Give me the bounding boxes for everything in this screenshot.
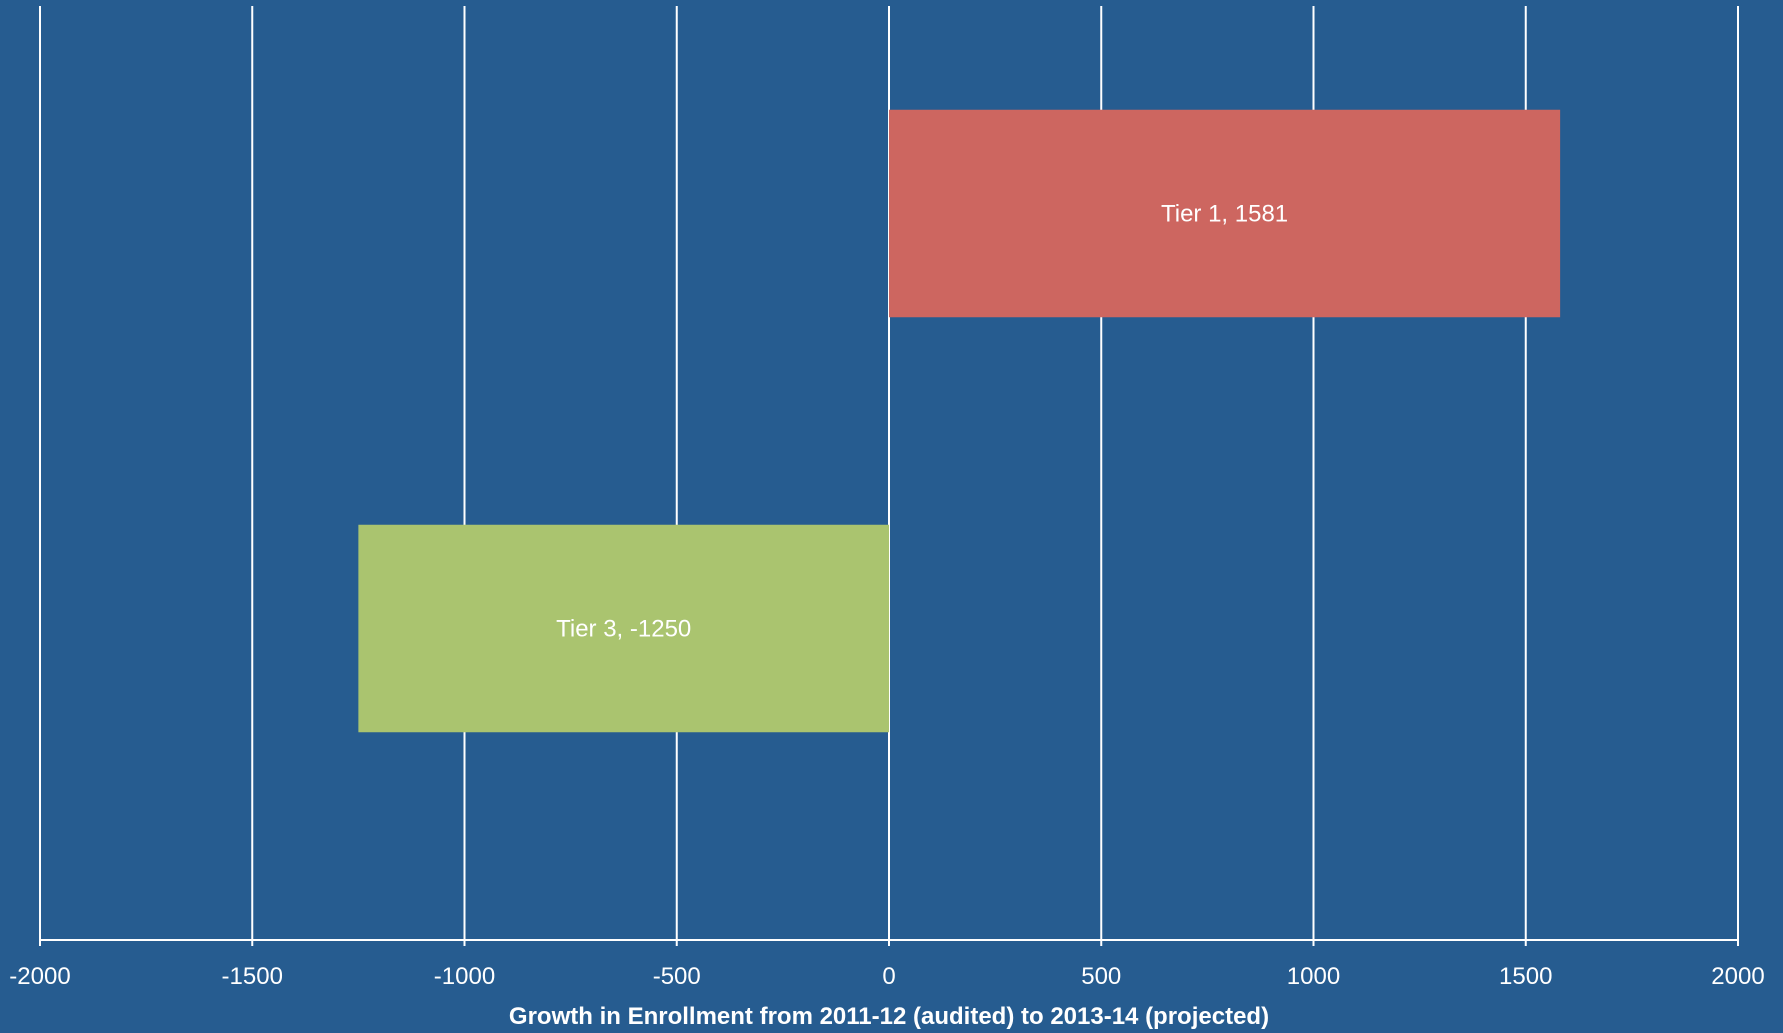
bar-tier-3: [358, 524, 889, 733]
bar-data-label: Tier 3, -1250: [556, 616, 691, 643]
x-tick-label: 1500: [1499, 963, 1552, 990]
x-tick-label: -500: [653, 963, 701, 990]
bar-data-label: Tier 1, 1581: [1161, 201, 1288, 228]
bars: Tier 1, 1581 Tier 3, -1250: [358, 109, 1561, 733]
x-tick-label: 1000: [1287, 963, 1340, 990]
bar-tier-1: [889, 109, 1561, 318]
x-tick-label: 2000: [1711, 963, 1764, 990]
x-tick-label: 0: [882, 963, 895, 990]
x-axis-ticks: -2000 -1500 -1000 -500 0 500 1000 1500 2000: [9, 963, 1764, 990]
x-tick-label: 500: [1081, 963, 1121, 990]
x-tick-label: -2000: [9, 963, 70, 990]
x-axis-title: Growth in Enrollment from 2011-12 (audit…: [509, 1003, 1269, 1030]
x-tick-label: -1000: [434, 963, 495, 990]
x-tick-label: -1500: [222, 963, 283, 990]
